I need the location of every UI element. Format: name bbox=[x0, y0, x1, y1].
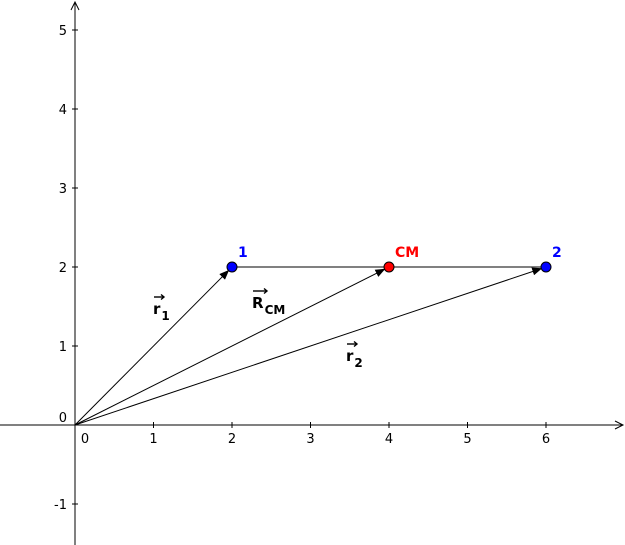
y-tick-label: 0 bbox=[59, 411, 67, 426]
point-1 bbox=[226, 261, 238, 273]
vector-subscript: 2 bbox=[354, 356, 362, 370]
point-cm bbox=[383, 261, 395, 273]
x-tick-label: 3 bbox=[306, 432, 314, 447]
vector-overarrow-head bbox=[353, 340, 359, 348]
vector-r-2 bbox=[74, 267, 543, 426]
y-axis-arrow bbox=[70, 0, 80, 11]
vector-symbol: r bbox=[346, 347, 354, 365]
x-tick-label: 0 bbox=[81, 432, 89, 447]
x-tick-label: 5 bbox=[463, 432, 471, 447]
vector-overarrow-head bbox=[160, 293, 166, 301]
x-tick-label: 1 bbox=[149, 432, 157, 447]
y-tick-label: 5 bbox=[59, 24, 67, 39]
y-tick-label: 4 bbox=[59, 103, 67, 118]
y-tick-label: 3 bbox=[59, 182, 67, 197]
x-tick-label: 6 bbox=[542, 432, 550, 447]
vector-overarrow-head bbox=[263, 287, 269, 295]
x-tick-label: 2 bbox=[228, 432, 236, 447]
point-2 bbox=[540, 261, 552, 273]
vector-r-cm bbox=[74, 268, 386, 426]
vector-symbol: r bbox=[153, 300, 161, 318]
y-tick-label: -1 bbox=[54, 498, 67, 513]
point-label-1: 1 bbox=[238, 245, 248, 261]
point-label-cm: CM bbox=[395, 245, 419, 261]
vector-subscript: 1 bbox=[161, 309, 169, 323]
point-label-2: 2 bbox=[552, 245, 562, 261]
x-tick-label: 4 bbox=[385, 432, 393, 447]
vector-label-r-cm: R CM bbox=[252, 287, 286, 317]
x-axis-arrow bbox=[614, 420, 625, 430]
vector-symbol: R bbox=[252, 294, 264, 312]
vector-r-1 bbox=[74, 269, 230, 426]
y-tick-label: 1 bbox=[59, 340, 67, 355]
vector-subscript: CM bbox=[265, 303, 286, 317]
y-tick-label: 2 bbox=[59, 261, 67, 276]
